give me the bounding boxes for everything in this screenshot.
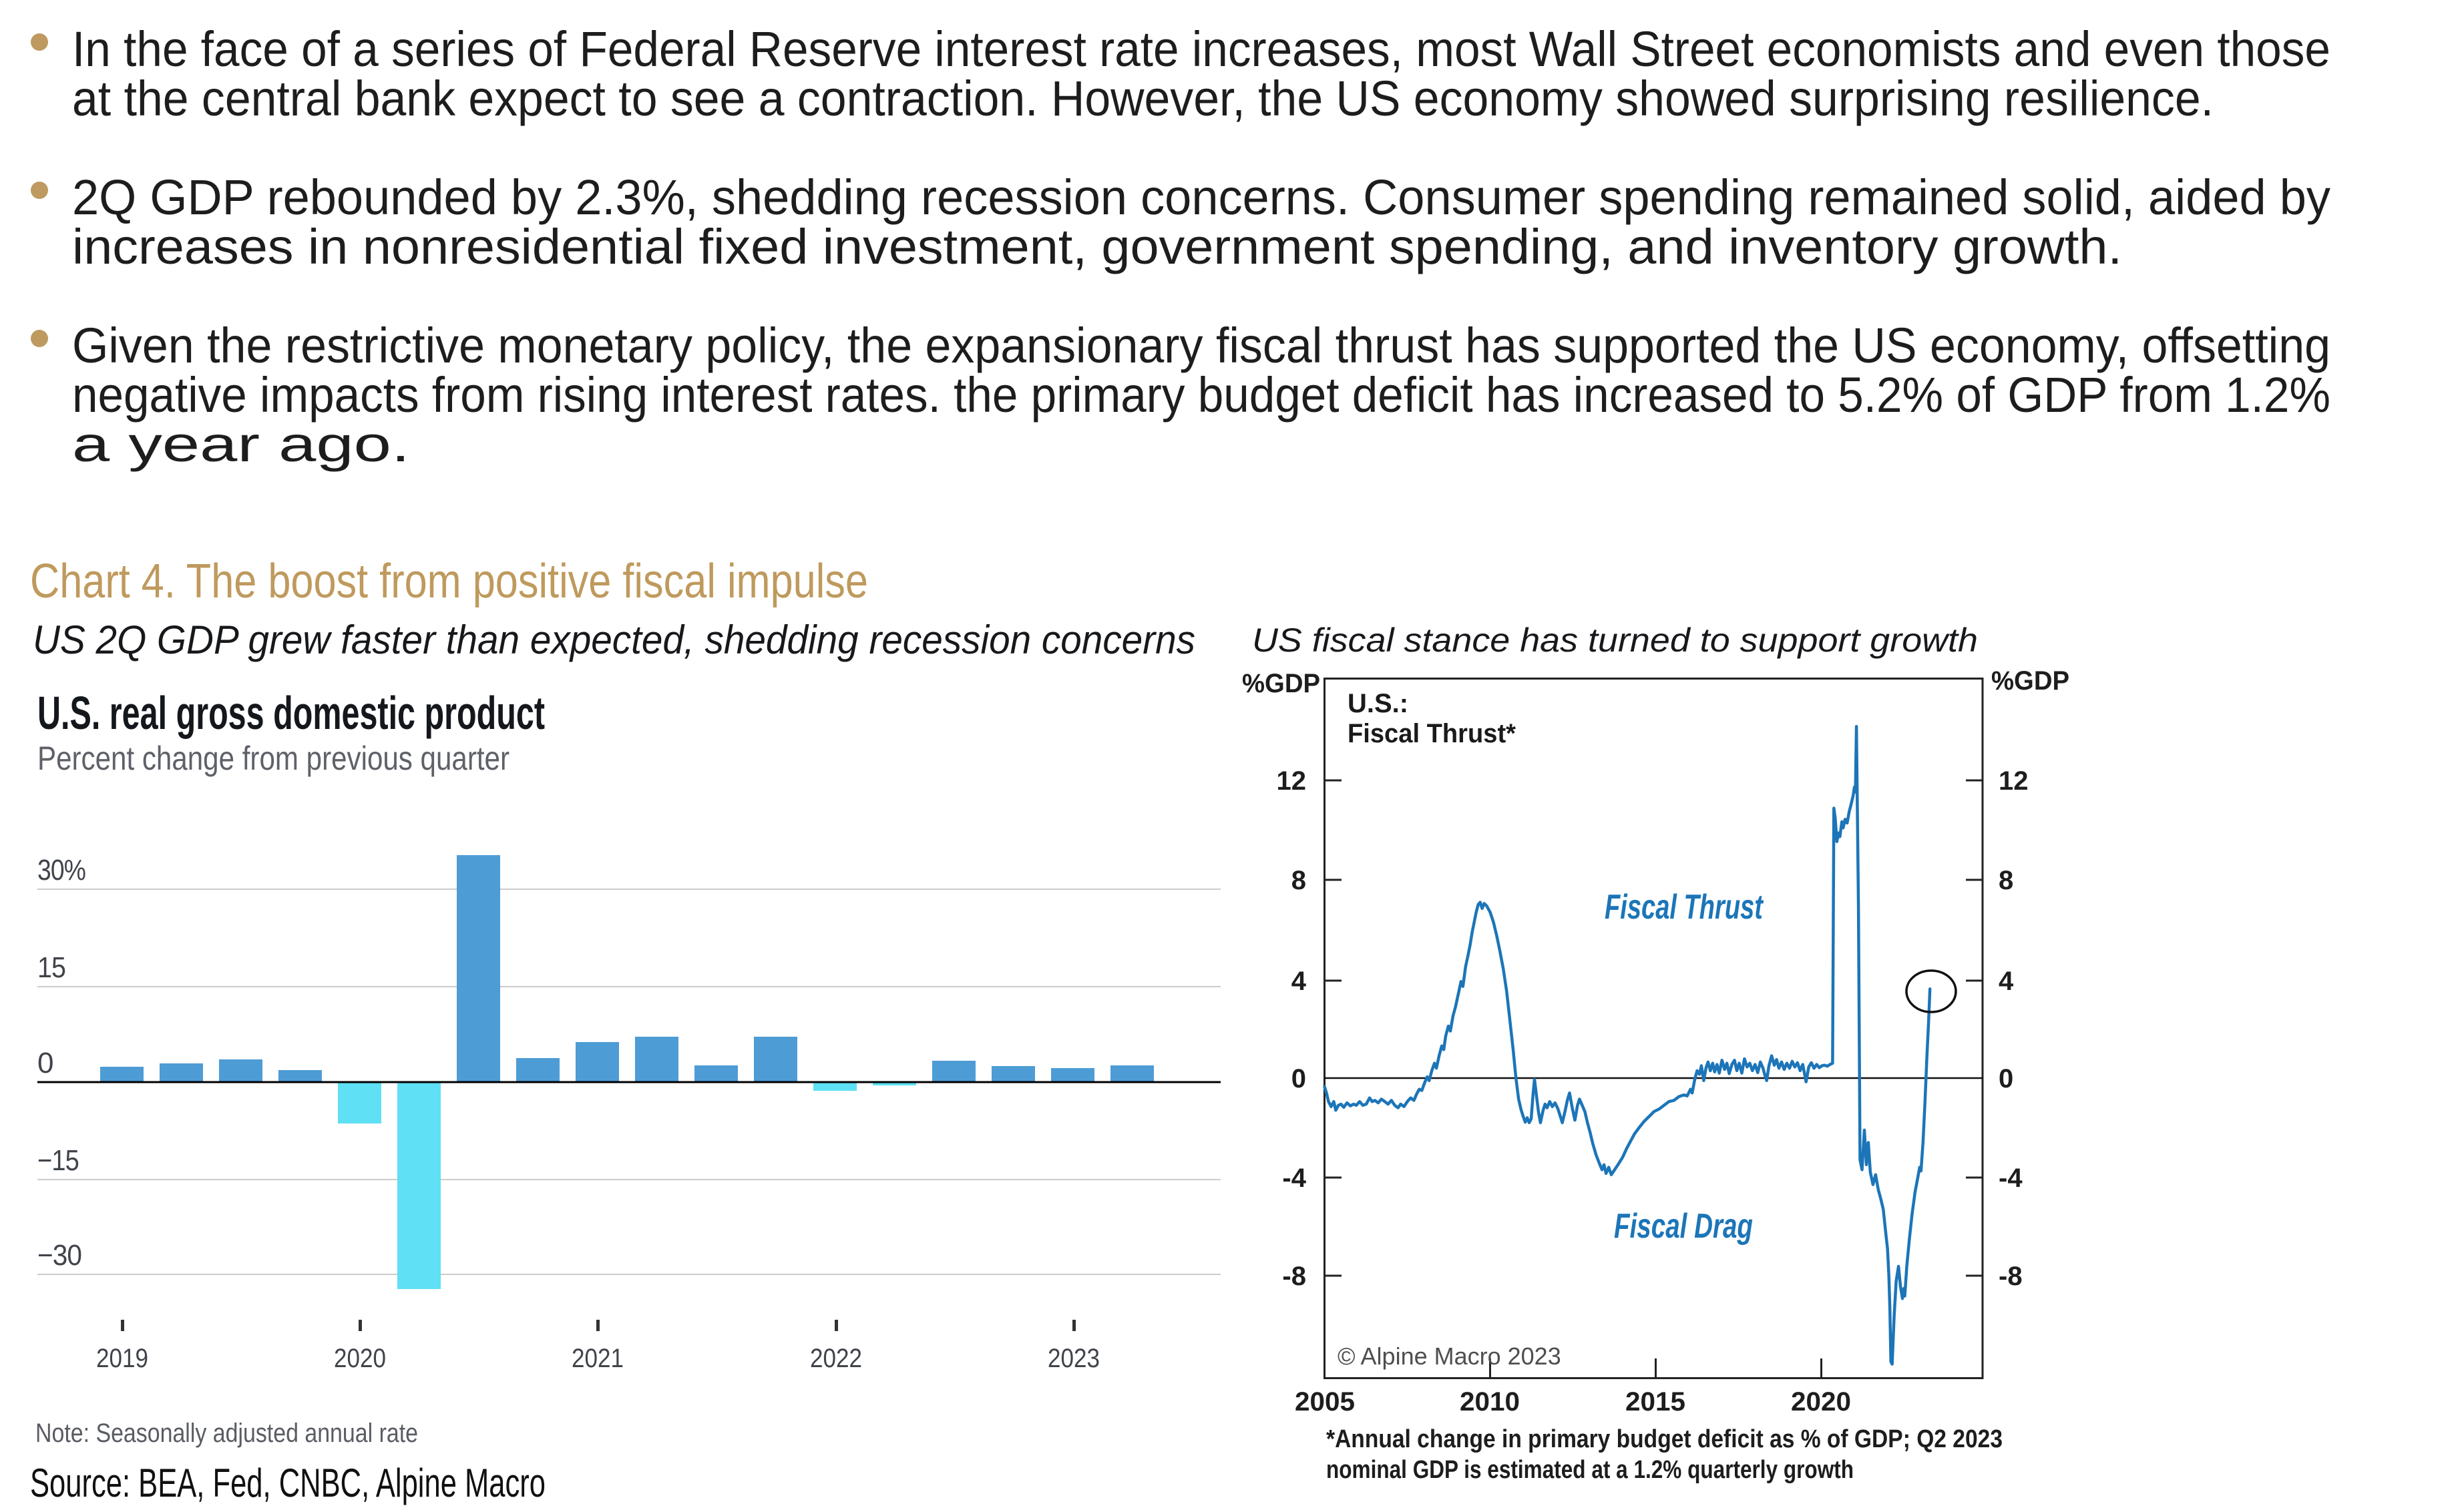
svg-text:15: 15	[37, 951, 65, 984]
svg-text:4: 4	[1999, 967, 2014, 996]
svg-text:*Annual change in primary budg: *Annual change in primary budget deficit…	[1326, 1425, 2003, 1453]
svg-text:%GDP: %GDP	[1991, 666, 2069, 696]
svg-text:U.S. real gross domestic produ: U.S. real gross domestic product	[37, 687, 545, 739]
svg-text:Note: Seasonally adjusted annu: Note: Seasonally adjusted annual rate	[35, 1419, 418, 1448]
svg-text:30%: 30%	[37, 854, 85, 887]
svg-text:12: 12	[1999, 766, 2029, 796]
svg-text:0: 0	[1999, 1064, 2013, 1093]
svg-text:negative impacts from rising i: negative impacts from rising interest ra…	[72, 367, 2330, 423]
svg-text:Given the restrictive monetary: Given the restrictive monetary policy, t…	[72, 318, 2330, 373]
svg-text:© Alpine Macro 2023: © Alpine Macro 2023	[1338, 1342, 1561, 1370]
svg-text:4: 4	[1291, 967, 1307, 996]
svg-text:−30: −30	[37, 1239, 81, 1272]
svg-text:-8: -8	[1282, 1262, 1306, 1291]
svg-text:Fiscal Drag: Fiscal Drag	[1614, 1207, 1753, 1246]
svg-text:Chart 4. The boost from positi: Chart 4. The boost from positive fiscal …	[30, 555, 868, 608]
svg-text:-4: -4	[1282, 1164, 1306, 1193]
svg-text:2005: 2005	[1295, 1387, 1355, 1417]
svg-text:In the face of a series of Fed: In the face of a series of Federal Reser…	[72, 21, 2330, 77]
svg-text:12: 12	[1277, 766, 1307, 796]
svg-text:a year ago.: a year ago.	[72, 417, 410, 472]
svg-text:-8: -8	[1999, 1262, 2023, 1291]
svg-text:at the central bank expect to: at the central bank expect to see a cont…	[72, 71, 2214, 126]
svg-text:Percent change from previous q: Percent change from previous quarter	[37, 740, 509, 777]
svg-text:2020: 2020	[1791, 1387, 1851, 1417]
svg-text:0: 0	[37, 1047, 53, 1079]
svg-text:US fiscal stance has turned to: US fiscal stance has turned to support g…	[1252, 621, 1978, 659]
svg-text:8: 8	[1291, 866, 1306, 895]
svg-text:8: 8	[1999, 866, 2013, 895]
svg-text:nominal GDP is estimated at a: nominal GDP is estimated at a 1.2% quart…	[1326, 1456, 1854, 1484]
svg-text:2019: 2019	[96, 1344, 148, 1373]
svg-text:2020: 2020	[334, 1344, 386, 1373]
svg-text:0: 0	[1291, 1064, 1306, 1093]
svg-text:2010: 2010	[1460, 1387, 1520, 1417]
svg-text:increases in nonresidential fi: increases in nonresidential fixed invest…	[72, 219, 2122, 274]
svg-text:−15: −15	[37, 1144, 79, 1177]
svg-text:U.S.:: U.S.:	[1348, 689, 1408, 718]
svg-text:%GDP: %GDP	[1242, 669, 1320, 698]
svg-text:2015: 2015	[1625, 1387, 1685, 1417]
svg-text:Fiscal Thrust*: Fiscal Thrust*	[1348, 719, 1516, 748]
svg-text:Source: BEA, Fed, CNBC, Alpine: Source: BEA, Fed, CNBC, Alpine Macro	[30, 1461, 546, 1505]
svg-text:2022: 2022	[810, 1344, 862, 1373]
svg-text:US 2Q GDP grew faster than exp: US 2Q GDP grew faster than expected, she…	[33, 617, 1195, 662]
svg-text:Fiscal Thrust: Fiscal Thrust	[1605, 888, 1764, 927]
svg-text:-4: -4	[1999, 1164, 2023, 1193]
svg-text:2021: 2021	[572, 1344, 624, 1373]
svg-text:2Q GDP rebounded by 2.3%, shed: 2Q GDP rebounded by 2.3%, shedding reces…	[72, 170, 2330, 225]
svg-text:2023: 2023	[1048, 1344, 1100, 1373]
